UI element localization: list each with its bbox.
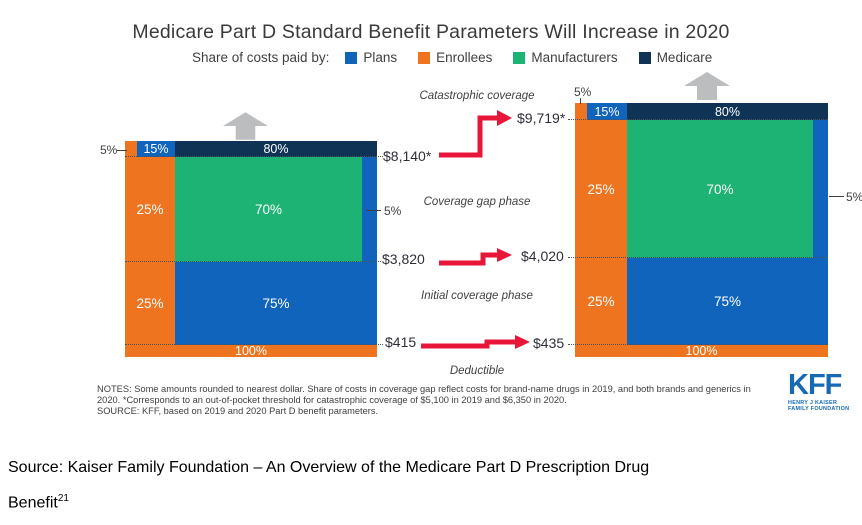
bar-2020-catastrophic-plans-segment: 15%	[587, 103, 627, 120]
callout-dash-2020-right	[829, 196, 844, 197]
caption-line1: Source: Kaiser Family Foundation – An Ov…	[8, 459, 650, 476]
amount-gap-2019: $3,820	[382, 251, 425, 267]
legend-item-plans: Plans	[345, 50, 397, 65]
bar-2019-deductible-enrollees-segment: 100%	[125, 345, 377, 357]
amount-deductible-2019: $415	[385, 334, 417, 350]
dotted-line-2020-catastrophic	[568, 119, 828, 120]
increase-arrow-icon-gap	[439, 248, 512, 266]
bar-2019-catastrophic-enrollees-segment	[125, 141, 137, 157]
bar-2019-initial-band: 25% 75%	[125, 262, 377, 345]
enrollees-swatch-icon	[418, 51, 431, 64]
callout-dash-2019-right	[366, 210, 381, 211]
segment-label: 25%	[136, 296, 164, 311]
label-2020-gap-plans-share: 5%	[846, 190, 862, 204]
phase-label-deductible: Deductible	[449, 365, 505, 377]
callout-dash-2019-left	[117, 150, 127, 151]
legend-item-label: Plans	[363, 50, 398, 65]
segment-label: 100%	[685, 344, 718, 358]
bar-2020-gap-plans-segment	[813, 120, 828, 258]
callout-tick-2020-top	[580, 98, 581, 104]
label-2019-catastrophic-enrollees-share: 5%	[100, 143, 118, 157]
bar-2019-catastrophic-medicare-segment: 80%	[175, 141, 377, 157]
increase-arrow-icon-catastrophic	[439, 110, 512, 158]
segment-label: 15%	[594, 104, 620, 119]
bar-2020-initial-plans-segment: 75%	[627, 258, 828, 345]
segment-label: 25%	[587, 294, 615, 309]
bar-2019-initial-enrollees-segment: 25%	[125, 262, 175, 345]
legend-item-label: Enrollees	[436, 50, 493, 65]
dotted-line-2020-deductible	[568, 344, 828, 345]
notes-text: NOTES: Some amounts rounded to nearest d…	[97, 384, 751, 405]
chart-title: Medicare Part D Standard Benefit Paramet…	[132, 21, 730, 43]
dotted-line-2019-deductible	[125, 344, 383, 345]
label-2020-catastrophic-enrollees-share: 5%	[574, 85, 592, 99]
kff-logo-subtext: HENRY J KAISER FAMILY FOUNDATION	[788, 400, 860, 412]
dotted-line-2020-gap	[568, 257, 828, 258]
source-text: SOURCE: KFF, based on 2019 and 2020 Part…	[97, 406, 379, 416]
phase-label-initial: Initial coverage phase	[421, 290, 533, 302]
caption-footnote-ref: 21	[57, 493, 69, 504]
bar-2019-gap-band: 25% 70%	[125, 157, 377, 262]
bar-2020-catastrophic-band: 15% 80%	[575, 103, 828, 120]
bar-2019-gap-enrollees-segment: 25%	[125, 157, 175, 262]
bar-2020-catastrophic-enrollees-segment	[575, 103, 587, 120]
bar-2020-deductible-band: 100%	[575, 345, 828, 357]
manufacturers-swatch-icon	[513, 51, 526, 64]
dotted-line-2019-gap	[125, 261, 381, 262]
bar-2020-gap-enrollees-segment: 25%	[575, 120, 627, 258]
segment-label: 75%	[262, 296, 290, 311]
bar-2020-initial-band: 25% 75%	[575, 258, 828, 345]
plans-swatch-icon	[345, 51, 358, 64]
bar-2020-catastrophic-medicare-segment: 80%	[627, 103, 828, 120]
bar-2019-gap-manufacturers-segment: 70%	[175, 157, 362, 262]
legend-item-label: Medicare	[656, 50, 713, 65]
segment-label: 80%	[714, 104, 741, 119]
up-arrow-icon-2019	[223, 112, 268, 140]
label-2019-gap-plans-share: 5%	[384, 204, 402, 218]
bar-2020-initial-enrollees-segment: 25%	[575, 258, 627, 345]
kff-logo-sub-line1: HENRY J KAISER	[788, 400, 838, 406]
bar-2019: 15% 80% 25% 70% 25% 75% 100%	[125, 141, 377, 357]
legend-item-label: Manufacturers	[531, 50, 618, 65]
amount-catastrophic-2020: $9,719*	[517, 110, 566, 126]
amount-catastrophic-2019: $8,140*	[383, 148, 432, 164]
kff-logo-sub-line2: FAMILY FOUNDATION	[788, 406, 850, 412]
segment-label: 15%	[143, 142, 169, 156]
bar-2019-gap-plans-segment	[362, 157, 377, 262]
legend-item-medicare: Medicare	[638, 50, 713, 65]
bar-2020-gap-manufacturers-segment: 70%	[627, 120, 813, 258]
amount-deductible-2020: $435	[533, 335, 565, 351]
bar-2019-catastrophic-plans-segment: 15%	[137, 141, 175, 157]
segment-label: 70%	[254, 202, 283, 217]
increase-arrow-icon-deductible	[421, 335, 530, 349]
phase-label-catastrophic: Catastrophic coverage	[419, 90, 535, 102]
bar-2019-initial-plans-segment: 75%	[175, 262, 377, 345]
medicare-swatch-icon	[638, 51, 651, 64]
dotted-line-2019-catastrophic	[125, 156, 383, 157]
legend-label: Share of costs paid by:	[192, 50, 330, 65]
segment-label: 80%	[263, 142, 289, 156]
segment-label: 25%	[136, 202, 164, 217]
phase-label-gap: Coverage gap phase	[423, 196, 531, 208]
amount-gap-2020: $4,020	[521, 248, 564, 264]
kff-logo-text: KFF	[788, 369, 842, 401]
bar-2019-deductible-band: 100%	[125, 345, 377, 357]
bar-2020-gap-band: 25% 70%	[575, 120, 828, 258]
segment-label: 25%	[587, 181, 615, 197]
caption: Source: Kaiser Family Foundation – An Ov…	[8, 452, 848, 518]
bar-2020-deductible-enrollees-segment: 100%	[575, 345, 828, 357]
kff-logo: KFF HENRY J KAISER FAMILY FOUNDATION	[788, 369, 860, 413]
legend-item-enrollees: Enrollees	[418, 50, 492, 65]
caption-line2: Benefit	[8, 494, 58, 512]
bar-2019-catastrophic-band: 15% 80%	[125, 141, 377, 157]
segment-label: 70%	[706, 181, 734, 197]
bar-2020: 15% 80% 25% 70% 25% 75% 100%	[575, 103, 828, 357]
up-arrow-icon-2020	[684, 72, 730, 100]
segment-label: 75%	[713, 294, 742, 309]
segment-label: 100%	[235, 344, 267, 358]
legend-item-manufacturers: Manufacturers	[513, 50, 618, 65]
legend: Share of costs paid by: Plans Enrollees …	[192, 50, 733, 65]
